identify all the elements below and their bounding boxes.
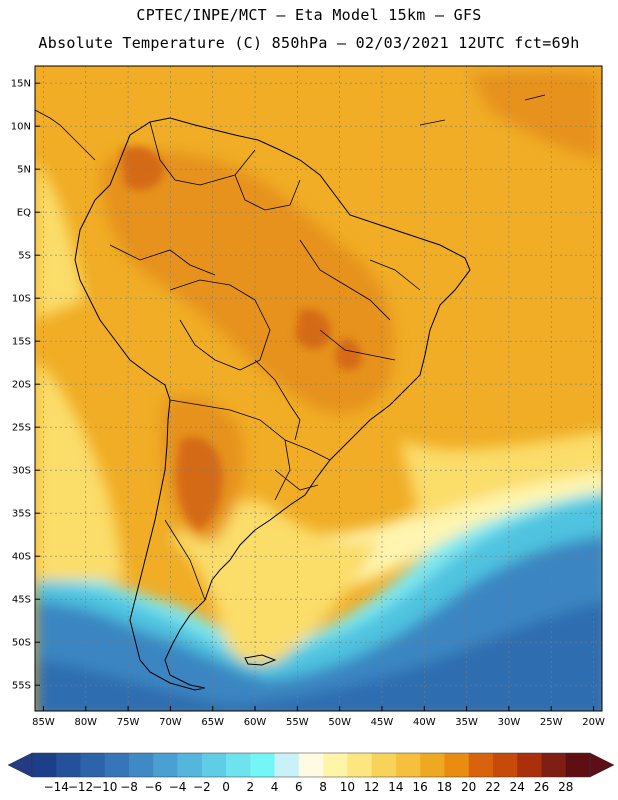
colorbar-label: 24 bbox=[510, 780, 525, 794]
colorbar-label: −4 bbox=[169, 780, 187, 794]
colorbar-label: 14 bbox=[388, 780, 403, 794]
field-cold-deep bbox=[35, 601, 602, 711]
lon-label: 80W bbox=[74, 717, 97, 728]
colorbar-label: −2 bbox=[193, 780, 211, 794]
colorbar-segment bbox=[32, 753, 57, 777]
lon-label: 45W bbox=[371, 717, 394, 728]
lon-label: 75W bbox=[117, 717, 140, 728]
colorbar-segment bbox=[129, 753, 154, 777]
lat-label: 10N bbox=[11, 122, 31, 133]
lat-label: 15N bbox=[11, 79, 31, 90]
south-america-outline bbox=[74, 117, 471, 691]
colorbar-segment bbox=[226, 753, 251, 777]
colorbar-label: 10 bbox=[340, 780, 355, 794]
colorbar-label: −6 bbox=[144, 780, 162, 794]
lat-label: 10S bbox=[12, 294, 31, 305]
colorbar-segment bbox=[201, 753, 227, 777]
colorbar-label: −8 bbox=[120, 780, 138, 794]
colorbar-label: 16 bbox=[413, 780, 428, 794]
lat-label: 40S bbox=[12, 552, 31, 563]
colorbar-labels: −14−12−10 −8 −6 −4 −2 0 2 4 6 8 10 12 14 16 18 20 22 24 26… bbox=[44, 780, 574, 794]
field-hotspot-central bbox=[295, 309, 331, 350]
colorbar-label: 4 bbox=[271, 780, 279, 794]
caribbean-coast bbox=[35, 94, 546, 161]
colorbar-frame bbox=[31, 752, 591, 778]
lat-label: 25S bbox=[12, 423, 31, 434]
latitude-labels: 15N 10N 5N EQ 5S 10S 15S 20S 25S 30S 35S 40S 45S 50S 5… bbox=[11, 79, 31, 692]
lon-label: 85W bbox=[32, 717, 55, 728]
lon-label: 30W bbox=[498, 717, 521, 728]
colorbar-segment bbox=[347, 753, 372, 777]
colorbar-segment bbox=[298, 753, 324, 777]
colorbar-segment bbox=[492, 753, 518, 777]
colorbar-segment bbox=[517, 753, 542, 777]
colorbar-segment bbox=[104, 753, 130, 777]
colorbar-segment bbox=[250, 753, 275, 777]
lon-label: 35W bbox=[455, 717, 478, 728]
colorbar-segment bbox=[468, 753, 494, 777]
colorbar-segment bbox=[80, 753, 106, 777]
colorbar-segment bbox=[56, 753, 81, 777]
map-frame bbox=[34, 65, 603, 712]
lat-label: 55S bbox=[12, 681, 31, 692]
lat-label: 30S bbox=[12, 466, 31, 477]
colorbar-label: 26 bbox=[534, 780, 549, 794]
lon-label: 50W bbox=[328, 717, 351, 728]
field-dark-atlantic-ne bbox=[470, 71, 600, 160]
lon-label: 25W bbox=[540, 717, 563, 728]
colorbar-label: 6 bbox=[295, 780, 303, 794]
colorbar-high-arrow bbox=[589, 752, 615, 778]
lon-label: 55W bbox=[286, 717, 309, 728]
temperature-field bbox=[35, 66, 602, 711]
colorbar-segment bbox=[177, 753, 203, 777]
colorbar-label: 12 bbox=[364, 780, 379, 794]
colorbar-low-arrow bbox=[7, 752, 33, 778]
colorbar-segment bbox=[420, 753, 445, 777]
field-hotspot-chaco bbox=[176, 436, 223, 530]
colorbar-segment bbox=[444, 753, 469, 777]
lat-label: 5N bbox=[17, 165, 31, 176]
falklands-outline bbox=[244, 654, 277, 666]
colorbar-label: 2 bbox=[247, 780, 255, 794]
field-yellow-patagonia bbox=[170, 500, 380, 664]
colorbar-segment bbox=[274, 753, 300, 777]
field-dark-amazon bbox=[101, 151, 394, 414]
colorbar-label: 22 bbox=[485, 780, 500, 794]
colorbar-segment bbox=[541, 753, 567, 777]
colorbar-label: −12 bbox=[68, 780, 93, 794]
colorbar-label: 0 bbox=[222, 780, 230, 794]
lat-label: EQ bbox=[17, 208, 31, 219]
lat-label: 20S bbox=[12, 380, 31, 391]
colorbar bbox=[7, 752, 615, 778]
lat-label: 5S bbox=[18, 251, 31, 262]
lat-label: 45S bbox=[12, 595, 31, 606]
colorbar-label: −10 bbox=[92, 780, 117, 794]
field-yellow-atlantic bbox=[400, 431, 602, 520]
title-line-2: Absolute Temperature (C) 850hPa – 02/03/… bbox=[38, 34, 580, 52]
field-hotspot-north bbox=[120, 146, 165, 190]
colorbar-label: 20 bbox=[461, 780, 476, 794]
colorbar-segment bbox=[153, 753, 178, 777]
lon-label: 70W bbox=[159, 717, 182, 728]
colorbar-label: −14 bbox=[44, 780, 69, 794]
colorbar-segment bbox=[565, 753, 591, 777]
colorbar-label: 18 bbox=[437, 780, 452, 794]
title-line-1: CPTEC/INPE/MCT – Eta Model 15km – GFS bbox=[136, 6, 482, 24]
lon-label: 20W bbox=[582, 717, 605, 728]
lat-label: 50S bbox=[12, 638, 31, 649]
colorbar-label: 8 bbox=[319, 780, 327, 794]
lon-label: 65W bbox=[201, 717, 224, 728]
colorbar-segment bbox=[371, 753, 397, 777]
lat-label: 35S bbox=[12, 509, 31, 520]
colorbar-segment bbox=[323, 753, 348, 777]
lon-label: 60W bbox=[244, 717, 267, 728]
lat-label: 15S bbox=[12, 337, 31, 348]
field-yellow-west bbox=[35, 160, 85, 320]
country-borders bbox=[109, 121, 421, 601]
colorbar-label: 28 bbox=[558, 780, 573, 794]
colorbar-segment bbox=[395, 753, 421, 777]
lon-label: 40W bbox=[413, 717, 436, 728]
longitude-labels: 85W 80W 75W 70W 65W 60W 55W 50W 45W 40W 35W 30W 25W 2… bbox=[32, 717, 605, 728]
